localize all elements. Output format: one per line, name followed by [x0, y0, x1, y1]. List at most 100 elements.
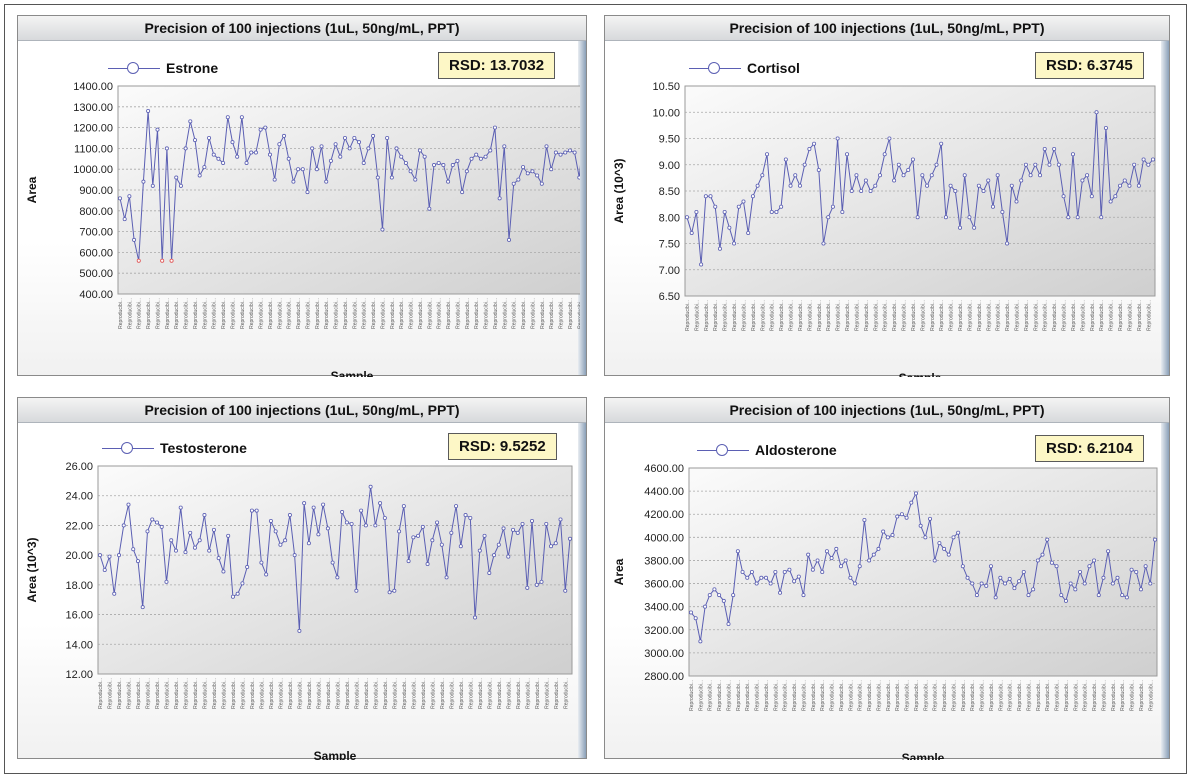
y-tick-label: 9.00 — [659, 160, 680, 172]
data-point — [826, 215, 831, 220]
x-tick-label: Reproducibi... — [951, 680, 957, 711]
y-tick-label: 4200.00 — [644, 509, 684, 521]
x-tick-label: Reproducibi... — [455, 298, 461, 329]
data-point — [793, 173, 798, 178]
data-point — [824, 549, 829, 554]
data-point — [1047, 162, 1052, 167]
legend-line-marker-icon — [102, 441, 154, 454]
data-point — [354, 588, 359, 593]
data-point — [835, 136, 840, 141]
rsd-badge: RSD: 6.2104 — [1035, 435, 1144, 462]
x-tick-label: Reproducibi... — [212, 298, 218, 329]
series-line-aldosterone — [690, 491, 1156, 642]
y-tick-label: 600.00 — [79, 247, 113, 259]
x-tick-label: Reproducibi... — [316, 678, 322, 709]
y-tick-label: 3600.00 — [644, 579, 684, 591]
x-tick-label: Reproducibi... — [269, 678, 275, 709]
data-point — [427, 206, 432, 211]
data-point — [986, 178, 991, 183]
y-tick-label: 8.50 — [659, 186, 680, 198]
data-point — [511, 181, 516, 186]
y-tick-label: 10.00 — [652, 107, 680, 119]
y-axis-label: Area (10^3) — [612, 158, 626, 223]
data-point — [463, 513, 468, 518]
data-point — [263, 125, 268, 130]
y-tick-label: 800.00 — [79, 206, 113, 218]
x-tick-label: Reproducibi... — [107, 678, 113, 709]
x-tick-label: Reproducibi... — [826, 300, 832, 331]
data-point — [1017, 579, 1022, 584]
x-tick-label: Reproducibi... — [440, 678, 446, 709]
data-point — [534, 582, 539, 587]
data-point — [774, 209, 779, 214]
data-point — [876, 546, 881, 551]
data-point — [411, 535, 416, 540]
data-point — [829, 556, 834, 561]
x-tick-label: Reproducibi... — [820, 680, 826, 711]
x-tick-label: Reproducibi... — [459, 678, 465, 709]
data-point — [567, 148, 572, 153]
data-point — [1014, 199, 1019, 204]
data-point — [1045, 537, 1050, 542]
y-tick-label: 1000.00 — [73, 164, 113, 176]
data-point — [221, 160, 226, 165]
y-tick-label: 7.00 — [659, 265, 680, 277]
chart-svg: 6.50 7.00 7.50 8.00 8.50 9.00 9.50 10.00 10.50 Re… — [612, 81, 1156, 377]
x-tick-label: Reproducibi... — [939, 300, 945, 331]
y-tick-label: 4600.00 — [644, 463, 684, 475]
y-tick-label: 4400.00 — [644, 486, 684, 498]
data-point — [387, 590, 392, 595]
x-tick-label: Reproducibi... — [902, 300, 908, 331]
legend-estrone: Estrone — [108, 60, 218, 76]
data-point — [915, 215, 920, 220]
data-point — [264, 572, 269, 577]
data-point — [693, 616, 698, 621]
data-point — [226, 533, 231, 538]
y-tick-label: 20.00 — [65, 550, 93, 562]
data-point — [432, 163, 437, 168]
data-point — [689, 610, 694, 615]
data-point — [1056, 162, 1061, 167]
x-tick-label: Reproducibi... — [249, 298, 255, 329]
data-point — [146, 108, 151, 113]
data-point — [703, 604, 708, 609]
data-point — [882, 152, 887, 157]
data-point — [993, 595, 998, 600]
x-tick-label: Reproducibi... — [568, 298, 574, 329]
data-point — [342, 136, 347, 141]
data-point — [807, 146, 812, 151]
data-point — [868, 188, 873, 193]
data-point — [857, 564, 862, 569]
data-point — [859, 188, 864, 193]
data-point — [792, 579, 797, 584]
data-point — [1143, 564, 1148, 569]
data-point — [164, 579, 169, 584]
data-point — [530, 518, 535, 523]
data-point — [159, 524, 164, 529]
data-point — [885, 535, 890, 540]
data-point — [1073, 587, 1078, 592]
x-tick-label: Reproducibi... — [164, 678, 170, 709]
data-point — [951, 535, 956, 540]
x-tick-label: Reproducibi... — [1118, 300, 1124, 331]
data-point — [132, 237, 137, 242]
x-tick-label: Reproducibi... — [854, 300, 860, 331]
x-tick-label: Reproducibi... — [958, 300, 964, 331]
data-point — [169, 538, 174, 543]
data-point — [121, 523, 126, 528]
y-tick-label: 500.00 — [79, 268, 113, 280]
data-point — [302, 501, 307, 506]
data-point — [778, 590, 783, 595]
data-point — [340, 510, 345, 515]
x-tick-label: Reproducibi... — [1109, 300, 1115, 331]
data-point — [909, 500, 914, 505]
rsd-badge: RSD: 9.5252 — [448, 433, 557, 460]
data-point — [810, 567, 815, 572]
data-point — [140, 605, 145, 610]
plot-area — [688, 467, 1158, 677]
data-point — [135, 559, 140, 564]
y-tick-label: 2800.00 — [644, 671, 684, 683]
data-point — [1127, 183, 1132, 188]
data-point — [439, 542, 444, 547]
data-point — [325, 526, 330, 531]
